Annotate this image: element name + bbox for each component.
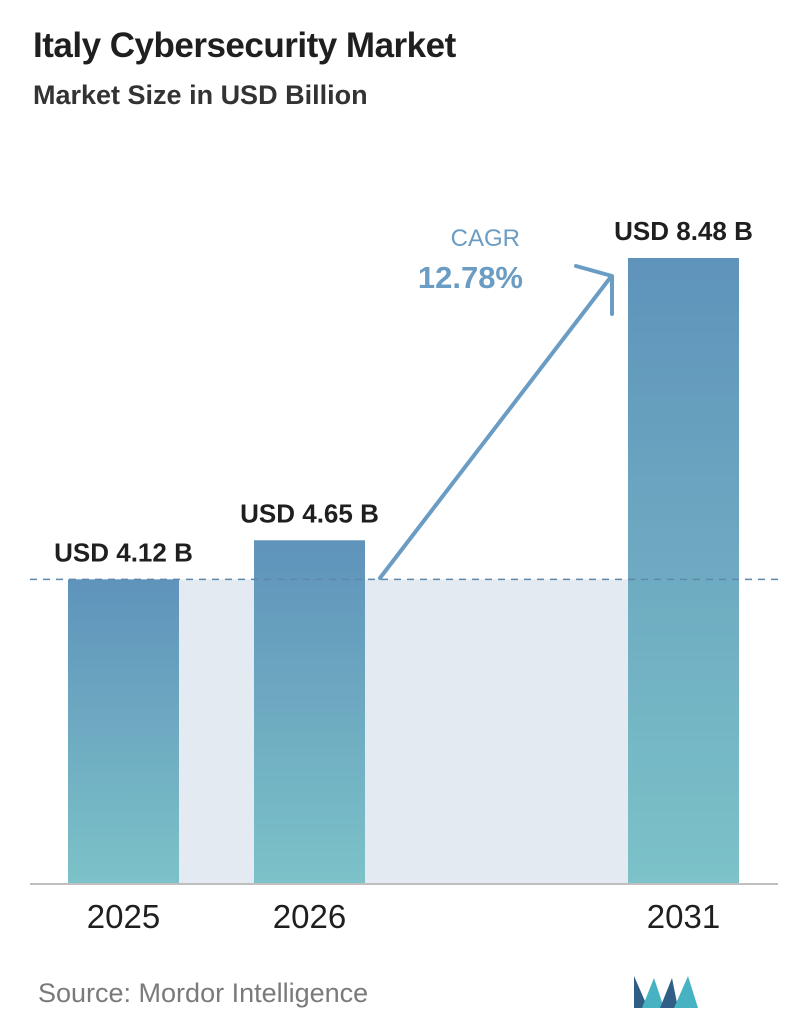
bars xyxy=(68,258,739,883)
chart-subtitle: Market Size in USD Billion xyxy=(33,80,368,110)
source-note: Source: Mordor Intelligence xyxy=(38,978,369,1008)
value-labels: USD 4.12 B USD 4.65 B USD 8.48 B xyxy=(54,216,753,567)
cagr-arrow xyxy=(378,276,612,580)
x-tick-labels: 2025 2026 2031 xyxy=(87,898,720,935)
cagr-annotation: CAGR 12.78% xyxy=(378,225,614,580)
x-tick-2026: 2026 xyxy=(273,898,346,935)
value-label-2026: USD 4.65 B xyxy=(240,498,379,528)
cagr-label: CAGR xyxy=(451,225,520,252)
x-tick-2025: 2025 xyxy=(87,898,160,935)
cagr-value: 12.78% xyxy=(418,260,523,295)
mordor-intelligence-logo xyxy=(634,976,698,1008)
chart-title: Italy Cybersecurity Market xyxy=(33,26,456,65)
band-1 xyxy=(365,579,628,883)
bar-2031 xyxy=(628,258,739,883)
cagr-arrow-head xyxy=(574,264,614,316)
x-tick-2031: 2031 xyxy=(647,898,720,935)
band-0 xyxy=(179,579,254,883)
value-label-2025: USD 4.12 B xyxy=(54,537,193,567)
value-label-2031: USD 8.48 B xyxy=(614,216,753,246)
comparison-bands xyxy=(179,579,628,883)
bar-2026 xyxy=(254,540,365,883)
bar-2025 xyxy=(68,579,179,883)
